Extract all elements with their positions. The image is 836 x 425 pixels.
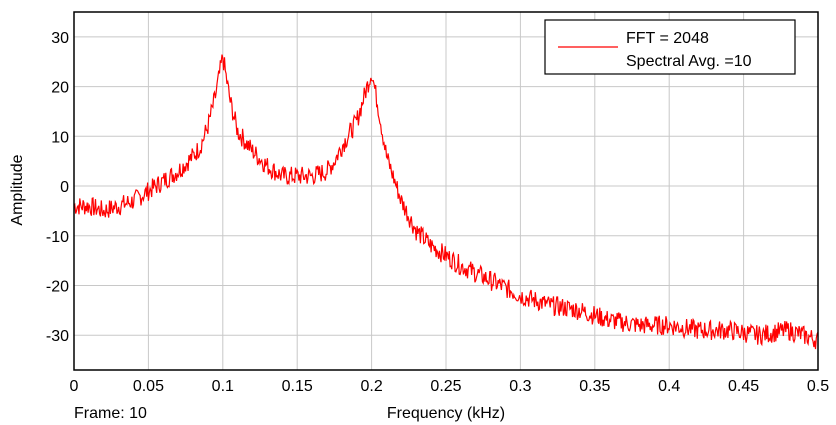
y-tick-labels: 30 20 10 0 -10 -20 -30 (46, 30, 69, 345)
x-tick-label: 0.05 (133, 378, 164, 395)
plot-frame (73, 11, 819, 371)
x-tick-label: 0.45 (728, 378, 759, 395)
y-tick-label: 20 (51, 80, 69, 97)
series-line (73, 54, 819, 350)
legend-entry: FFT = 2048 (626, 30, 709, 47)
y-tick-label: 30 (51, 30, 69, 47)
y-tick-label: -20 (46, 278, 69, 295)
x-tick-label: 0.25 (430, 378, 461, 395)
y-tick-label: -10 (46, 229, 69, 246)
y-tick-label: 0 (60, 179, 69, 196)
x-tick-label: 0.15 (282, 378, 313, 395)
x-tick-label: 0.2 (360, 378, 382, 395)
x-tick-label: 0.35 (579, 378, 610, 395)
legend-entry: Spectral Avg. =10 (626, 53, 752, 70)
y-axis-label: Amplitude (9, 154, 26, 225)
x-tick-label: 0 (70, 378, 79, 395)
x-tick-label: 0.4 (658, 378, 680, 395)
frame-label: Frame: 10 (74, 405, 147, 422)
x-tick-label: 0.3 (509, 378, 531, 395)
y-tick-label: 10 (51, 129, 69, 146)
x-tick-labels: 0 0.05 0.1 0.15 0.2 0.25 0.3 0.35 0.4 0.45 0.5 (70, 378, 830, 395)
x-tick-label: 0.1 (212, 378, 234, 395)
y-tick-label: -30 (46, 328, 69, 345)
x-axis-label: Frequency (kHz) (387, 405, 505, 422)
x-tick-label: 0.5 (807, 378, 829, 395)
legend: FFT = 2048 Spectral Avg. =10 (544, 19, 796, 75)
